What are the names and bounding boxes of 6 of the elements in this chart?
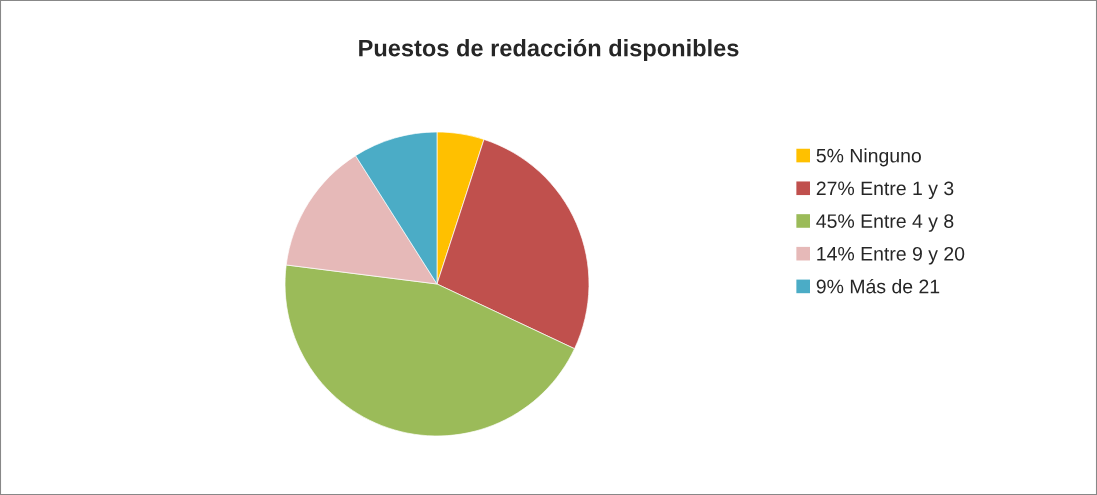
- chart-title: Puestos de redacción disponibles: [359, 38, 739, 62]
- legend-label: 14% Entre 9 y 20: [817, 246, 965, 265]
- legend-label: 27% Entre 1 y 3: [816, 181, 954, 200]
- legend-label: 9% Más de 21: [816, 278, 940, 294]
- legend-label: 45% Entre 4 y 8: [816, 214, 954, 232]
- legend-label: 5% Ninguno: [816, 148, 921, 167]
